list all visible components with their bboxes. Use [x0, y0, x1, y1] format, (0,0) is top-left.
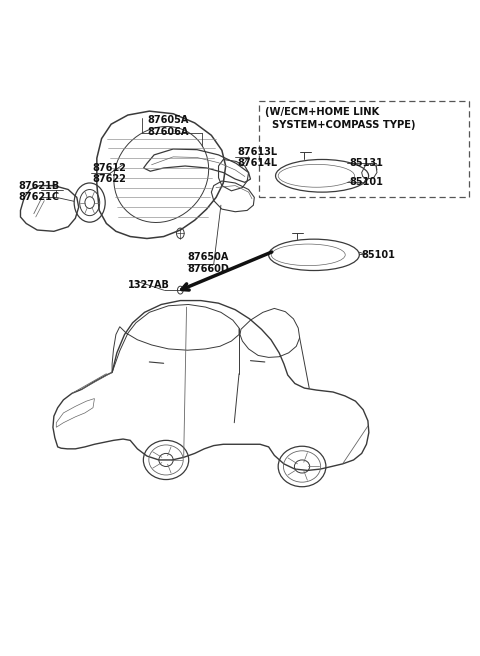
- Text: 85101: 85101: [362, 250, 396, 260]
- Text: 87613L: 87613L: [238, 147, 278, 157]
- Text: SYSTEM+COMPASS TYPE): SYSTEM+COMPASS TYPE): [273, 120, 416, 131]
- Text: 87621C: 87621C: [18, 192, 59, 201]
- Text: 87622: 87622: [92, 174, 126, 184]
- Text: 87650A: 87650A: [188, 253, 229, 262]
- Text: 87621B: 87621B: [18, 180, 60, 191]
- Text: 1327AB: 1327AB: [128, 280, 170, 290]
- Text: 87606A: 87606A: [147, 127, 188, 137]
- Bar: [259, 100, 469, 197]
- Text: 87612: 87612: [92, 163, 126, 173]
- Text: 85101: 85101: [350, 177, 384, 188]
- Text: (W/ECM+HOME LINK: (W/ECM+HOME LINK: [265, 107, 379, 117]
- Text: 87660D: 87660D: [188, 264, 229, 274]
- Text: 87605A: 87605A: [147, 115, 188, 125]
- Text: 85131: 85131: [350, 158, 384, 169]
- Text: 87614L: 87614L: [238, 157, 278, 168]
